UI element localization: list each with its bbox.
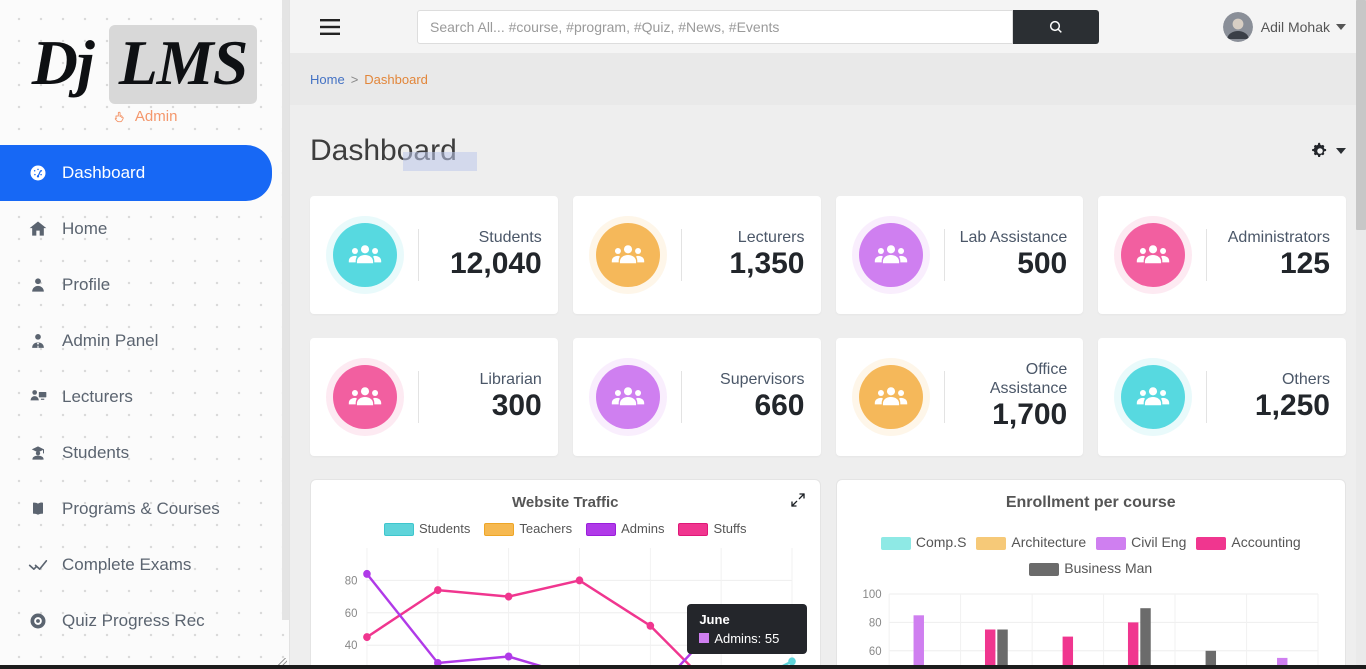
svg-text:80: 80: [868, 616, 881, 629]
svg-text:40: 40: [345, 639, 358, 652]
svg-text:100: 100: [862, 588, 881, 601]
svg-text:60: 60: [868, 645, 881, 658]
svg-text:80: 80: [345, 574, 358, 587]
svg-text:60: 60: [345, 607, 358, 620]
